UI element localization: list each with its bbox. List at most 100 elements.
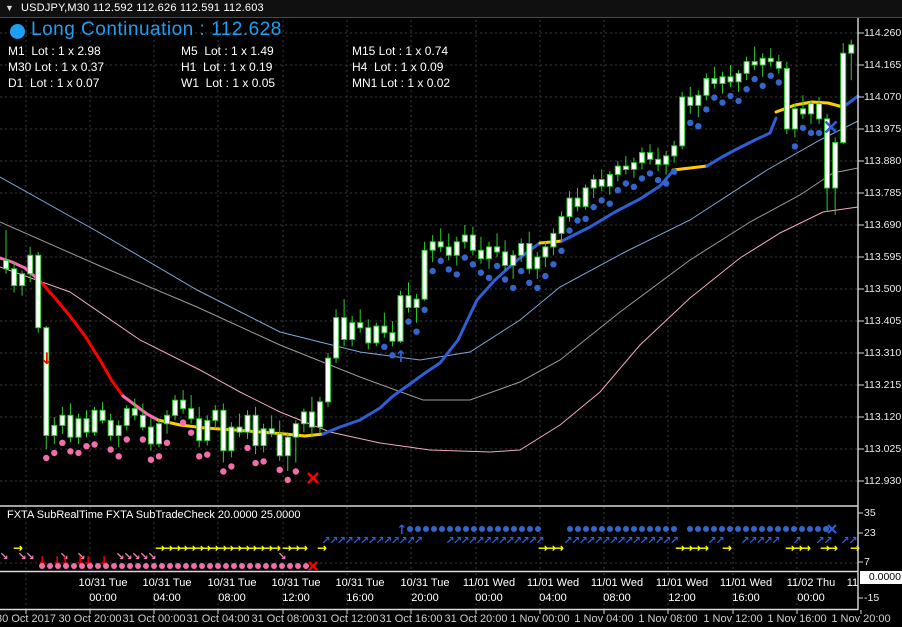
svg-text:↗: ↗ (601, 534, 610, 547)
svg-text:→: → (675, 541, 685, 555)
svg-text:→: → (155, 541, 165, 555)
svg-text:↗: ↗ (617, 534, 626, 547)
price-axis-label: 113.690 (864, 218, 902, 231)
svg-text:↓: ↓ (52, 554, 62, 568)
svg-text:↗: ↗ (662, 534, 671, 547)
svg-text:→: → (255, 541, 265, 555)
lot-table-cell: MN1 Lot : 1 x 0.02 (352, 76, 451, 90)
price-axis-label: 113.310 (864, 346, 902, 359)
price-axis-label: 113.120 (864, 410, 902, 423)
svg-text:↗: ↗ (337, 534, 346, 547)
svg-text:→: → (201, 541, 211, 555)
lot-table-cell: M30 Lot : 1 x 0.37 (8, 60, 105, 74)
svg-text:↗: ↗ (383, 534, 392, 547)
svg-text:↗: ↗ (624, 534, 633, 547)
svg-text:↗: ↗ (632, 534, 641, 547)
price-axis-label: 113.975 (864, 122, 902, 135)
svg-text:↓: ↓ (99, 554, 109, 568)
svg-text:↗: ↗ (498, 534, 507, 547)
time-axis-label: 1 Nov 20:00 (831, 613, 891, 625)
svg-text:↗: ↗ (848, 534, 857, 547)
sub-scale-label: 35 (864, 507, 876, 519)
svg-text:↗: ↗ (535, 534, 544, 547)
svg-text:↘: ↘ (131, 550, 140, 563)
svg-text:→: → (290, 541, 300, 555)
collapse-triangle-icon[interactable]: ▼ (5, 3, 14, 13)
price-axis-label: 114.260 (864, 26, 902, 39)
svg-text:→: → (217, 541, 227, 555)
svg-text:↓: ↓ (75, 554, 85, 568)
price-axis-label: 113.405 (864, 314, 902, 327)
band-date-label: 11/01 Wed (526, 577, 580, 589)
price-axis-label: 114.165 (864, 58, 902, 71)
svg-text:→: → (691, 541, 701, 555)
svg-text:↗: ↗ (594, 534, 603, 547)
svg-text:↘: ↘ (277, 550, 286, 563)
svg-text:↗: ↗ (586, 534, 595, 547)
svg-text:→: → (194, 541, 204, 555)
svg-text:→: → (209, 541, 219, 555)
svg-text:↗: ↗ (823, 534, 832, 547)
svg-text:→: → (801, 541, 811, 555)
svg-text:→: → (850, 541, 860, 555)
band-time-label: 12:00 (282, 592, 310, 604)
time-axis-label: 1 Nov 04:00 (574, 613, 634, 625)
svg-text:→: → (178, 541, 188, 555)
band-date-label: 10/31 Tue (207, 577, 257, 589)
svg-text:↗: ↗ (748, 534, 757, 547)
svg-text:↗: ↗ (815, 534, 824, 547)
lot-table-cell: H1 Lot : 1 x 0.19 (181, 60, 273, 74)
band-time-label: 04:00 (153, 592, 181, 604)
svg-text:↗: ↗ (528, 534, 537, 547)
svg-text:↗: ↗ (329, 534, 338, 547)
svg-text:→: → (538, 541, 548, 555)
svg-text:↗: ↗ (771, 534, 780, 547)
svg-text:↓: ↓ (37, 554, 47, 568)
svg-text:↗: ↗ (483, 534, 492, 547)
price-axis-label: 112.930 (864, 474, 902, 487)
symbol-ohlc-title: USDJPY,M30 112.592 112.626 112.591 112.6… (21, 2, 264, 14)
svg-text:↗: ↗ (368, 534, 377, 547)
time-axis-label: 31 Oct 00:00 (122, 613, 186, 625)
svg-text:↗: ↗ (321, 534, 330, 547)
sub-scale-label: -15 (864, 592, 880, 604)
date-band: 10/31 Tue 00:00 10/31 Tue 04:00 10/31 Tue 08:… (0, 573, 858, 609)
band-date-label: 11/01 Wed (719, 577, 773, 589)
signal-text: Long Continuation : 112.628 (31, 19, 282, 40)
svg-text:↑: ↑ (394, 347, 407, 366)
svg-text:→: → (820, 541, 830, 555)
sub-scale-label: 7 (864, 556, 870, 568)
time-axis-label: 30 Oct 20:00 (58, 613, 122, 625)
signal-dot-icon (10, 24, 25, 39)
svg-text:→: → (722, 541, 732, 555)
svg-text:↗: ↗ (707, 534, 716, 547)
band-time-label: 20:00 (411, 592, 439, 604)
band-time-label: 00:00 (475, 592, 503, 604)
time-axis: 30 Oct 2017 30 Oct 20:00 31 Oct 00:00 31 Oc… (0, 610, 902, 627)
svg-text:→: → (224, 541, 234, 555)
time-axis-label: 31 Oct 04:00 (186, 613, 250, 625)
svg-text:↗: ↗ (639, 534, 648, 547)
svg-text:↑: ↑ (397, 523, 408, 538)
svg-text:↗: ↗ (453, 534, 462, 547)
svg-text:↗: ↗ (414, 534, 423, 547)
svg-text:→: → (683, 541, 693, 555)
time-axis-label: 31 Oct 20:00 (444, 613, 508, 625)
band-date-label: 11/01 Wed (590, 577, 644, 589)
svg-text:↗: ↗ (740, 534, 749, 547)
lot-table-cell: M15 Lot : 1 x 0.74 (352, 44, 449, 58)
svg-text:↗: ↗ (715, 534, 724, 547)
price-axis-label: 113.500 (864, 282, 902, 295)
svg-text:↗: ↗ (792, 534, 801, 547)
time-axis-label: 1 Nov 16:00 (767, 613, 827, 625)
band-date-label: 10/31 Tue (335, 577, 385, 589)
sub-indicator-label: FXTA SubRealTime FXTA SubTradeCheck 20.0… (7, 509, 301, 521)
svg-text:↗: ↗ (352, 534, 361, 547)
lot-table-cell: H4 Lot : 1 x 0.09 (352, 60, 444, 74)
time-axis-label: 30 Oct 2017 (0, 613, 56, 625)
svg-text:↗: ↗ (360, 534, 369, 547)
svg-text:↘: ↘ (115, 550, 124, 563)
svg-text:→: → (232, 541, 242, 555)
